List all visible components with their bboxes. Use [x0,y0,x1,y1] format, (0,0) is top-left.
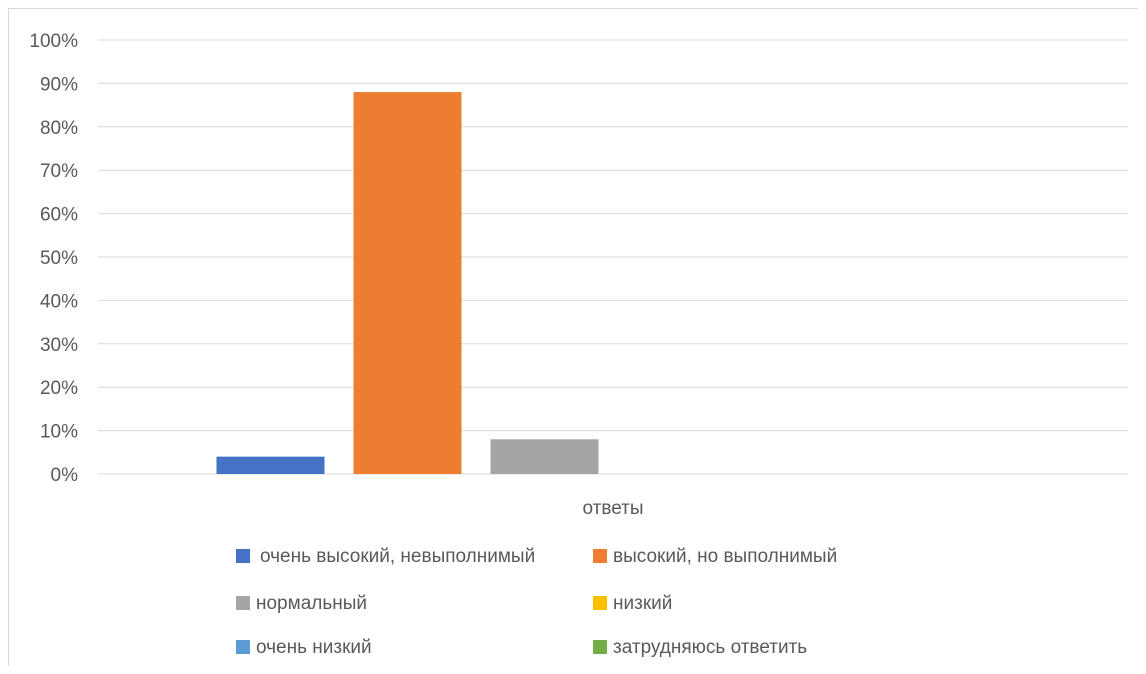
legend-label: низкий [613,593,672,614]
legend-swatch [593,549,607,563]
x-category-label: ответы [582,498,643,519]
y-tick-label: 20% [40,378,78,399]
x-axis: ответы [582,498,643,519]
y-tick-label: 80% [40,118,78,139]
y-tick-label: 60% [40,205,78,226]
legend-swatch [236,549,250,563]
y-tick-label: 50% [40,248,78,269]
bars [216,92,599,474]
legend-label: затрудняюсь ответить [613,637,807,658]
bar-2 [490,439,599,474]
legend-label: нормальный [256,593,367,614]
legend-label: очень низкий [256,637,372,658]
legend-swatch [236,640,250,654]
legend-swatch [593,596,607,610]
gridlines [98,39,1128,475]
y-axis-ticks: 0% 10% 20% 30% 40% 50% 60% 70% 80% 90% 100% [29,31,78,486]
y-tick-label: 100% [29,31,78,52]
y-tick-label: 0% [51,465,79,486]
y-tick-label: 70% [40,161,78,182]
y-tick-label: 10% [40,422,78,443]
bar-1 [353,92,462,474]
chart-frame [8,8,1138,666]
y-tick-label: 90% [40,74,78,95]
y-tick-label: 40% [40,291,78,312]
legend-swatch [593,640,607,654]
legend-label: очень высокий, невыполнимый [260,546,535,567]
legend-swatch [236,596,250,610]
legend: очень высокий, невыполнимый высокий, но в… [236,546,837,658]
y-tick-label: 30% [40,335,78,356]
legend-label: высокий, но выполнимый [613,546,837,567]
bar-0 [216,456,325,474]
